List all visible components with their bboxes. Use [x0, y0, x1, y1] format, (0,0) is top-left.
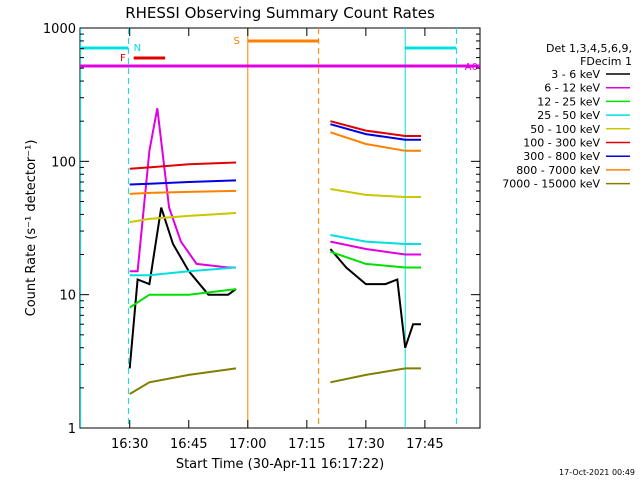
series-layer [128, 108, 421, 395]
night-label: N [134, 43, 141, 54]
series-line-5 [330, 120, 421, 137]
legend-entry-label: 25 - 50 keV [537, 109, 600, 122]
plot-frame [79, 27, 481, 429]
series-line-7 [129, 189, 237, 195]
series-line-1 [330, 240, 421, 256]
series-line-0 [128, 207, 237, 369]
legend-entry-label: 300 - 800 keV [523, 150, 600, 163]
series-line-6 [330, 123, 421, 141]
x-axis-label: Start Time (30-Apr-11 16:17:22) [176, 457, 384, 472]
legend-entry-label: 6 - 12 keV [544, 82, 600, 95]
series-line-3 [330, 234, 421, 245]
attenuator-label: A0 [465, 62, 478, 73]
legend-entry-label: 3 - 6 keV [551, 68, 600, 81]
y-tick-label: 1 [68, 422, 76, 437]
chart-title: RHESSI Observing Summary Count Rates [125, 4, 435, 22]
series-line-5 [129, 161, 237, 170]
x-tick-label: 16:45 [170, 437, 207, 452]
series-line-1 [129, 108, 236, 273]
x-tick-label: 17:00 [229, 437, 266, 452]
series-line-8 [129, 367, 237, 395]
y-tick-label: 10 [59, 289, 76, 304]
series-line-2 [330, 250, 421, 269]
legend-header-line: Det 1,3,4,5,6,9, [546, 42, 632, 55]
series-line-0 [329, 248, 421, 349]
series-line-6 [129, 179, 237, 186]
flare-label: F [120, 53, 126, 64]
legend-header-line: FDecim 1 [580, 55, 632, 68]
axis-layer: 16:30 16:45 17:00 17:15 17:30 17:45 1 10 100 1000 [43, 22, 480, 452]
x-tick-label: 17:45 [406, 437, 443, 452]
y-tick-label: 100 [51, 155, 76, 170]
saa-label: S [234, 36, 240, 47]
legend-entry-label: 50 - 100 keV [530, 123, 600, 136]
series-line-3 [129, 266, 237, 277]
legend-entry-label: 100 - 300 keV [523, 137, 600, 150]
legend-entry-label: 800 - 7000 keV [516, 164, 600, 177]
legend-entry-label: 7000 - 15000 keV [502, 178, 600, 191]
legend-entry-label: 12 - 25 keV [537, 95, 600, 108]
series-line-7 [330, 131, 421, 152]
footer-timestamp: 17-Oct-2021 00:49 [559, 468, 635, 477]
x-tick-label: 17:15 [288, 437, 325, 452]
series-line-8 [330, 367, 421, 384]
attenuator-markers: NF S A0 [80, 28, 480, 428]
y-axis-label: Count Rate (s⁻¹ detector⁻¹) [24, 140, 39, 317]
series-line-4 [129, 212, 237, 224]
series-line-2 [129, 288, 237, 309]
x-tick-label: 17:30 [347, 437, 384, 452]
x-tick-label: 16:30 [111, 437, 148, 452]
series-line-4 [330, 188, 421, 198]
y-tick-label: 1000 [43, 22, 76, 37]
